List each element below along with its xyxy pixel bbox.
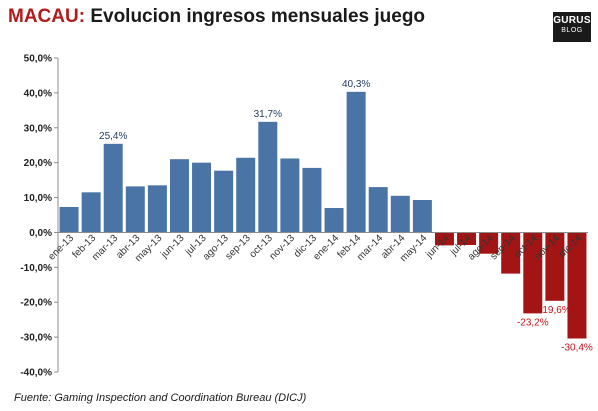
y-tick-label: 10,0%	[24, 193, 52, 204]
y-tick-label: -30,0%	[20, 333, 52, 344]
y-tick-label: 0,0%	[29, 228, 52, 239]
bar-jul-14	[457, 232, 477, 245]
y-tick-label: 30,0%	[24, 123, 52, 134]
x-tick-label: ene-14	[311, 232, 341, 262]
y-tick-label: 40,0%	[24, 88, 52, 99]
source-note: Fuente: Gaming Inspection and Coordinati…	[14, 392, 307, 404]
logo-line1: GURUS	[553, 15, 591, 26]
bar-abr-13	[125, 186, 145, 233]
bar-mar-14	[368, 187, 388, 233]
bar-abr-14	[390, 195, 410, 233]
data-label: 25,4%	[99, 131, 127, 142]
data-label: 31,7%	[254, 109, 282, 120]
y-tick-label: -10,0%	[20, 263, 52, 274]
bar-oct-13	[258, 121, 278, 233]
gurus-blog-logo: GURUS BLOG	[553, 12, 591, 42]
x-tick-label: jun-13	[158, 232, 186, 260]
logo-line2: BLOG	[561, 27, 583, 34]
data-label: -19,6%	[539, 305, 571, 316]
bar-jun-14	[434, 232, 454, 246]
data-label: -30,4%	[561, 343, 593, 354]
bar-dic-14	[567, 232, 587, 339]
data-label: -23,2%	[517, 317, 549, 328]
bar-may-13	[147, 185, 167, 233]
x-tick-label: nov-13	[268, 232, 298, 262]
data-label: 40,3%	[342, 79, 370, 90]
x-tick-label: sep-13	[223, 232, 253, 262]
title-text: Evolucion ingresos mensuales juego	[85, 6, 426, 27]
bar-ago-13	[214, 170, 234, 233]
bar-oct-14	[523, 232, 543, 314]
bar-feb-14	[346, 91, 366, 233]
y-tick-label: 50,0%	[24, 54, 52, 65]
bar-may-14	[412, 200, 432, 233]
y-tick-label: -40,0%	[20, 368, 52, 379]
bar-feb-13	[81, 192, 101, 233]
bar-jun-13	[169, 159, 189, 233]
bar-sep-13	[236, 157, 256, 233]
bar-ene-13	[59, 206, 79, 233]
bar-sep-14	[501, 232, 521, 274]
bar-jul-13	[192, 162, 212, 233]
chart-title: MACAU: Evolucion ingresos mensuales jueg…	[8, 6, 425, 28]
bar-mar-13	[103, 143, 123, 233]
bar-nov-14	[545, 232, 565, 301]
bar-nov-13	[280, 158, 300, 233]
bar-ago-14	[479, 232, 499, 254]
y-tick-label: 20,0%	[24, 158, 52, 169]
title-accent: MACAU:	[8, 6, 86, 27]
bar-dic-13	[302, 167, 322, 233]
y-tick-label: -20,0%	[20, 298, 52, 309]
bar-ene-14	[324, 208, 344, 233]
